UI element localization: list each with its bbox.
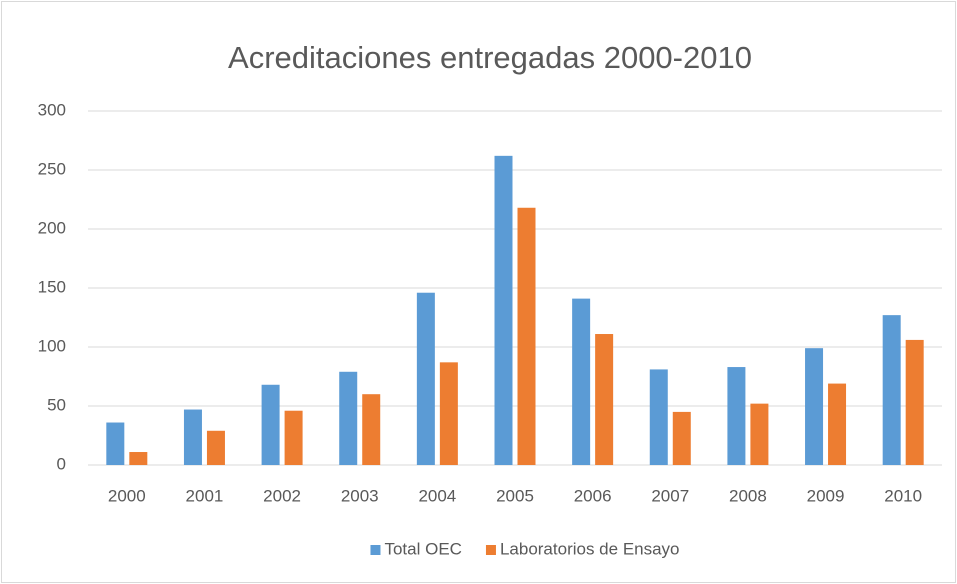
bar bbox=[183, 409, 202, 465]
bar bbox=[106, 422, 125, 465]
bar bbox=[416, 292, 435, 465]
chart-title: Acreditaciones entregadas 2000-2010 bbox=[228, 40, 752, 75]
bar bbox=[828, 383, 847, 465]
bar bbox=[882, 315, 901, 465]
bar bbox=[572, 298, 591, 465]
bar bbox=[905, 339, 924, 465]
y-tick-label: 250 bbox=[38, 159, 66, 178]
bar bbox=[129, 452, 148, 465]
x-tick-label: 2009 bbox=[807, 486, 845, 505]
y-tick-label: 50 bbox=[47, 395, 66, 414]
legend-swatch bbox=[485, 545, 496, 555]
y-tick-label: 0 bbox=[57, 454, 66, 473]
bar bbox=[595, 334, 614, 465]
x-tick-label: 2007 bbox=[651, 486, 689, 505]
y-tick-label: 200 bbox=[38, 218, 66, 237]
x-tick-label: 2002 bbox=[263, 486, 301, 505]
x-tick-label: 2001 bbox=[186, 486, 224, 505]
bar bbox=[805, 348, 824, 465]
x-tick-label: 2003 bbox=[341, 486, 379, 505]
bar bbox=[261, 384, 280, 465]
y-tick-label: 300 bbox=[38, 100, 66, 119]
bar bbox=[727, 367, 746, 465]
bar bbox=[750, 403, 769, 465]
bar bbox=[339, 371, 358, 465]
x-tick-label: 2010 bbox=[884, 486, 922, 505]
bar bbox=[439, 362, 458, 465]
bar bbox=[494, 155, 513, 465]
legend-label: Laboratorios de Ensayo bbox=[500, 539, 680, 558]
bar bbox=[649, 369, 668, 465]
y-tick-label: 150 bbox=[38, 277, 66, 296]
legend-label: Total OEC bbox=[384, 539, 461, 558]
x-tick-label: 2000 bbox=[108, 486, 146, 505]
x-tick-label: 2008 bbox=[729, 486, 767, 505]
x-tick-label: 2004 bbox=[418, 486, 456, 505]
x-tick-label: 2006 bbox=[574, 486, 612, 505]
bar bbox=[284, 410, 303, 465]
legend-item: Total OEC bbox=[370, 539, 462, 558]
bar bbox=[672, 411, 691, 465]
x-tick-label: 2005 bbox=[496, 486, 534, 505]
legend-swatch bbox=[370, 545, 381, 555]
bar bbox=[206, 430, 225, 465]
legend-item: Laboratorios de Ensayo bbox=[485, 539, 680, 558]
y-tick-label: 100 bbox=[38, 336, 66, 355]
bar bbox=[517, 207, 536, 465]
bar bbox=[362, 394, 381, 465]
